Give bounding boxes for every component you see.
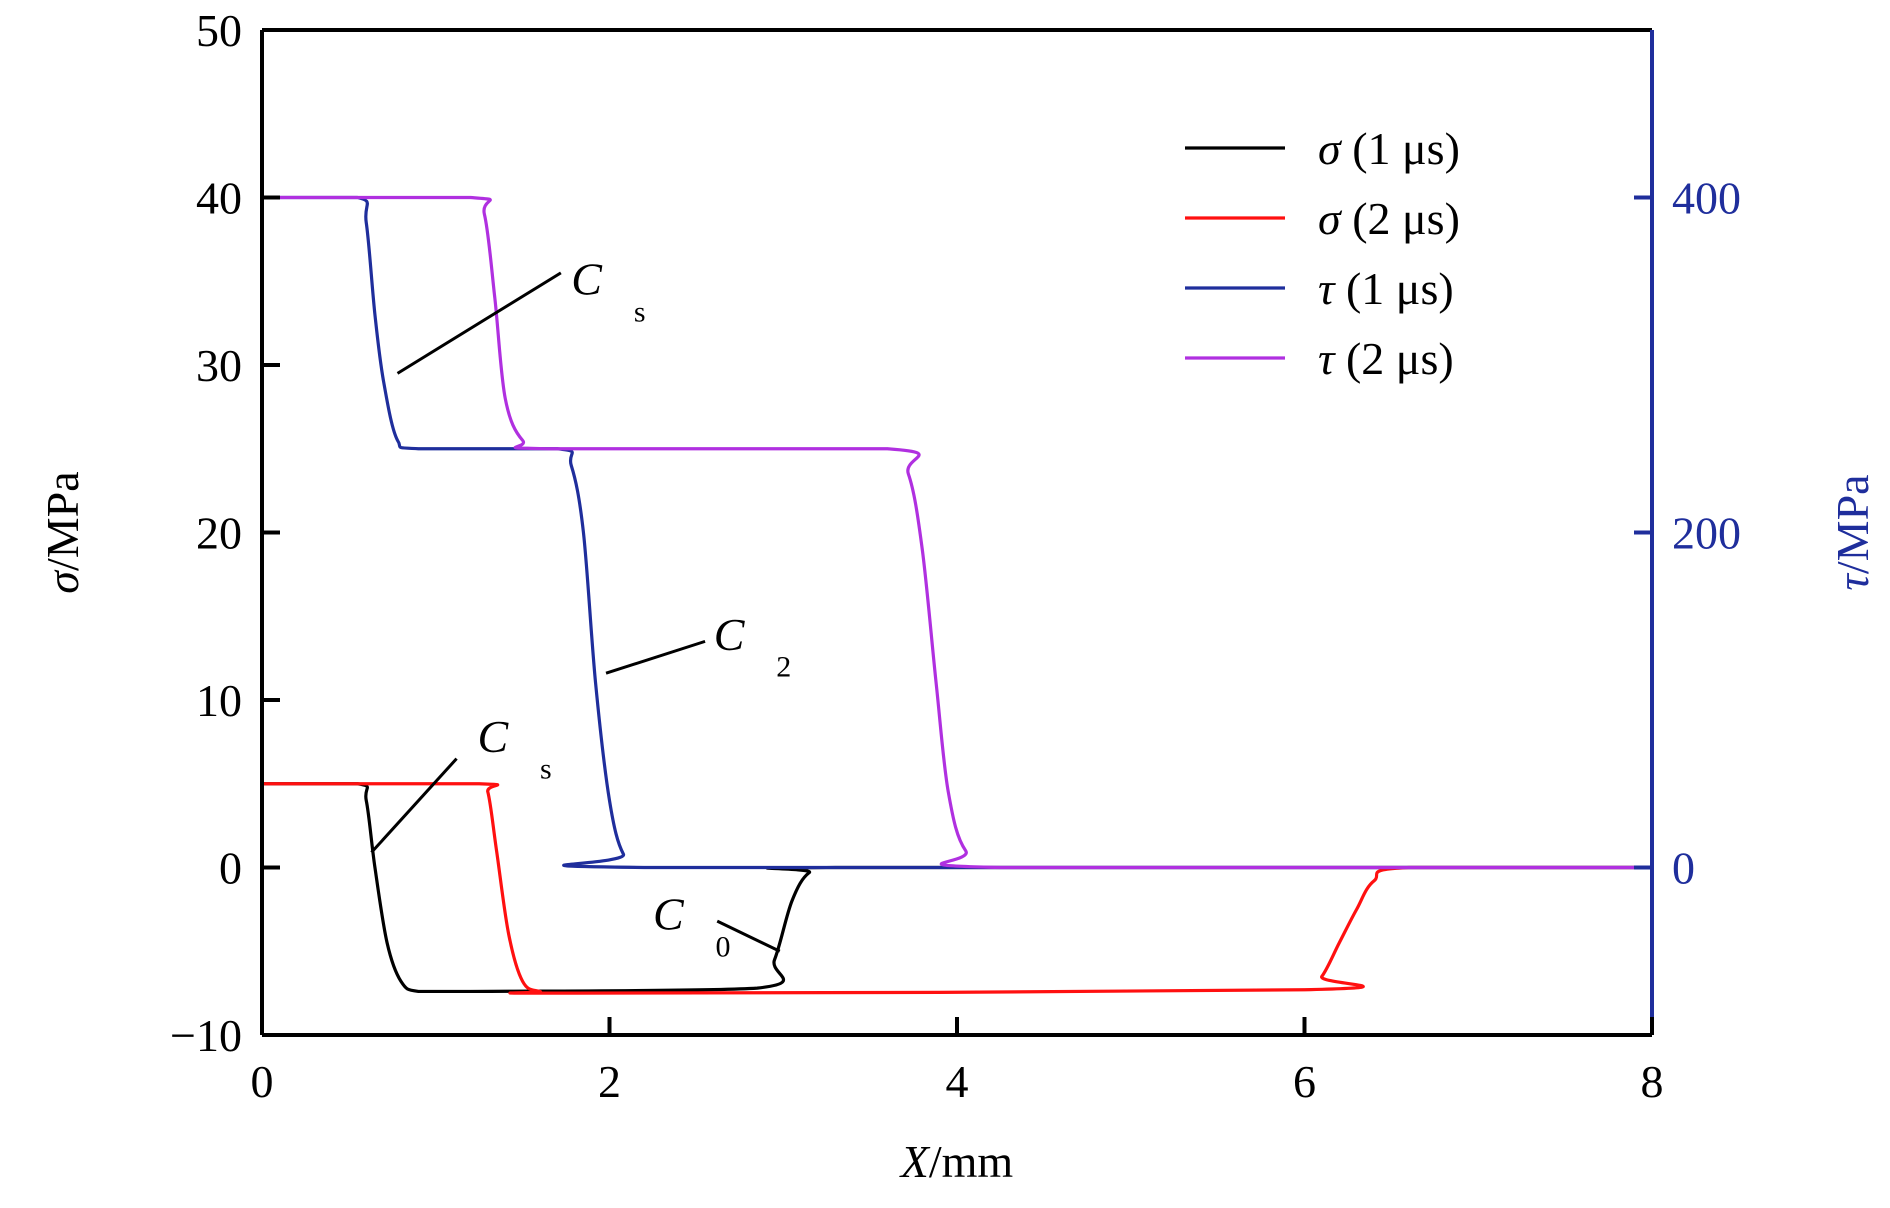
legend: σ (1 μs) σ (2 μs) τ (1 μs) τ (2 μs) — [1185, 123, 1460, 384]
legend-item-4: τ (2 μs) — [1185, 333, 1454, 384]
annotation-2: C2 — [714, 609, 792, 684]
legend-label-2: σ (2 μs) — [1318, 193, 1460, 244]
annotation-leader-1 — [396, 271, 562, 375]
x-axis-title: X/mm — [899, 1136, 1014, 1187]
x-tick-label-1: 2 — [598, 1056, 621, 1107]
y-left-tick-label-5: 0 — [219, 843, 242, 894]
legend-item-3: τ (1 μs) — [1185, 263, 1454, 314]
y-left-tick-label-6: −10 — [170, 1010, 242, 1061]
annotation-subscript-2: 2 — [776, 651, 791, 684]
annotation-leader-3 — [370, 757, 458, 854]
legend-item-2: σ (2 μs) — [1185, 193, 1460, 244]
series-layer — [260, 195, 1654, 995]
annotation-4: C0 — [653, 888, 731, 963]
series-line-1 — [260, 782, 1654, 994]
y-left-tick-label-4: 10 — [196, 675, 242, 726]
annotation-1: Cs — [571, 254, 645, 329]
annotation-subscript-4: 0 — [715, 930, 730, 963]
legend-label-4: τ (2 μs) — [1318, 333, 1454, 384]
series-line-4 — [260, 195, 1654, 870]
legend-item-1: σ (1 μs) — [1185, 123, 1460, 174]
y-left-tick-label-1: 40 — [196, 173, 242, 224]
x-tick-label-2: 4 — [946, 1056, 969, 1107]
annotation-leader-2 — [605, 639, 706, 675]
y-left-tick-label-3: 20 — [196, 508, 242, 559]
series-line-2 — [260, 782, 1654, 995]
annotation-subscript-1: s — [634, 295, 646, 328]
annotation-subscript-3: s — [540, 753, 552, 786]
y-left-axis-title: σ/MPa — [37, 471, 88, 593]
y-right-tick-label-1: 200 — [1672, 508, 1741, 559]
x-tick-label-0: 0 — [251, 1056, 274, 1107]
legend-label-1: σ (1 μs) — [1318, 123, 1460, 174]
y-left-tick-label-0: 50 — [196, 5, 242, 56]
legend-label-3: τ (1 μs) — [1318, 263, 1454, 314]
x-tick-label-4: 8 — [1641, 1056, 1664, 1107]
y-left-tick-label-2: 30 — [196, 340, 242, 391]
annotation-label-3: C — [477, 711, 509, 762]
y-right-tick-label-2: 0 — [1672, 843, 1695, 894]
annotation-3: Cs — [477, 711, 551, 786]
series-line-3 — [260, 195, 1654, 870]
y-right-axis-title: τ/MPa — [1827, 474, 1878, 590]
y-right-tick-label-0: 400 — [1672, 173, 1741, 224]
x-tick-label-3: 6 — [1293, 1056, 1316, 1107]
annotation-label-1: C — [571, 254, 603, 305]
annotation-leader-4 — [716, 919, 781, 953]
annotation-label-4: C — [653, 888, 685, 939]
annotation-label-2: C — [714, 609, 746, 660]
